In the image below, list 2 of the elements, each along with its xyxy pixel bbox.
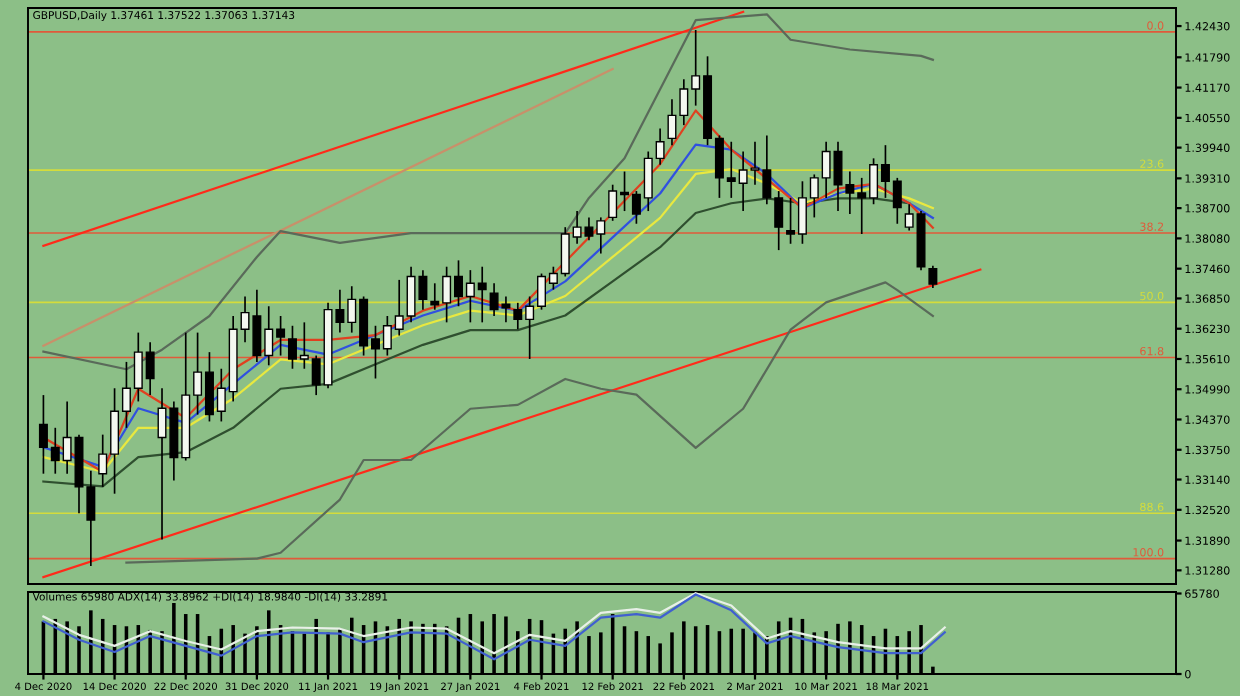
candlestick bbox=[928, 264, 938, 289]
line-series bbox=[125, 281, 934, 564]
